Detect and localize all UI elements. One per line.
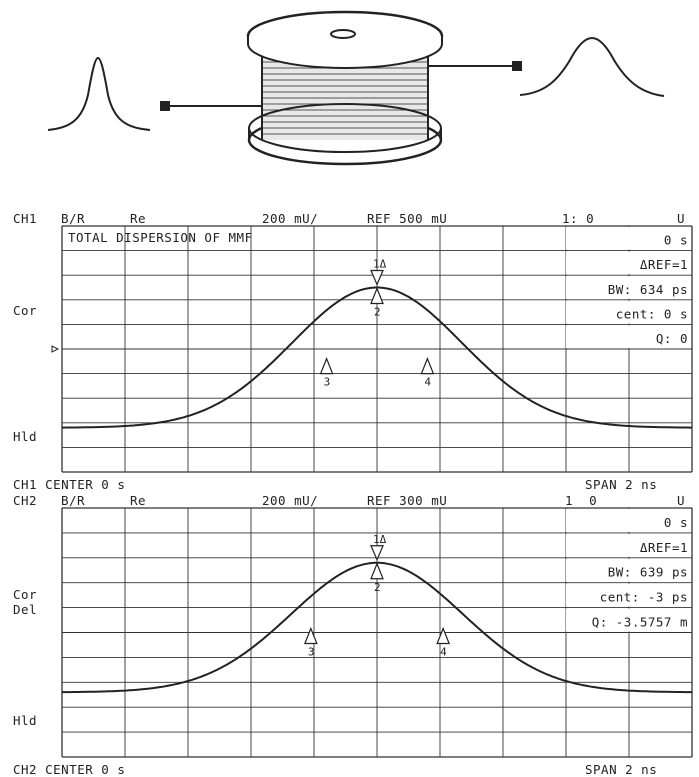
- ch1-header-format: Re: [130, 211, 147, 226]
- input-pulse-icon: [47, 56, 151, 131]
- ch2-side-label-hld: Hld: [13, 713, 38, 728]
- ch2-readout-bg: [566, 558, 691, 582]
- ch1-data-curve: [62, 286, 692, 429]
- ch1-readout-text: 0 s: [664, 233, 688, 248]
- ch1-chart-title: TOTAL DISPERSION OF MMF: [68, 230, 253, 245]
- ch1-marker-2-label: 2: [374, 306, 381, 319]
- ch2-header-scale: 200 mU/: [262, 493, 319, 508]
- ch2-readout-bg: [566, 583, 691, 607]
- ch1-header-scale: 200 mU/: [262, 211, 319, 226]
- ch2-marker-3-triangle: [303, 626, 318, 645]
- ch2-readout-bg: [566, 533, 691, 557]
- ch2-marker-2-label: 2: [374, 581, 381, 594]
- ch1-header-measurement: B/R: [61, 211, 86, 226]
- ch1-readout-text: BW: 634 ps: [608, 282, 688, 297]
- ch1-readout-bg: [566, 325, 691, 348]
- ch2-marker-4-label: 4: [440, 646, 447, 659]
- ch2-readout-bg: [566, 509, 691, 532]
- ch2-side-label-cor: Cor: [13, 587, 38, 602]
- ch1-reference-pointer-icon: [51, 345, 60, 353]
- spool-icon: [246, 10, 444, 166]
- ch1-marker-3-triangle: [319, 356, 334, 375]
- ch1-readout-text: cent: 0 s: [616, 306, 688, 321]
- ch1-side-label-cor: Cor: [13, 303, 38, 318]
- ch1-marker-4-label: 4: [424, 376, 431, 389]
- ch2-marker-3-label: 3: [308, 646, 315, 659]
- ch1-readout-bg: [566, 227, 691, 250]
- ch2-data-curve: [62, 561, 692, 694]
- ch1-readout-bg: [566, 300, 691, 324]
- ch2-header-unit: U: [677, 493, 686, 508]
- ch1-header-unit: U: [677, 211, 686, 226]
- ch2-readout-text: Q: -3.5757 m: [592, 615, 688, 630]
- ch2-header-marker: 1 0: [565, 493, 598, 508]
- ch1-header-reference: REF 500 mU: [367, 211, 448, 226]
- ch2-readout-text: cent: -3 ps: [600, 590, 688, 605]
- ch1-marker-3-label: 3: [324, 376, 331, 389]
- ch1-readout-text: ΔREF=1: [640, 257, 688, 272]
- output-connector-icon: [512, 61, 522, 71]
- input-connector-icon: [160, 101, 170, 111]
- ch2-header-measurement: B/R: [61, 493, 86, 508]
- ch1-header-channel: CH1: [13, 211, 38, 226]
- ch2-readout-text: ΔREF=1: [640, 540, 688, 555]
- ch1-marker-1-label: 1Δ: [373, 258, 387, 271]
- ch1-readout-text: Q: 0: [656, 331, 688, 346]
- ch1-readout-bg: [566, 251, 691, 275]
- ch2-readout-bg: [566, 608, 691, 632]
- ch2-header-reference: REF 300 mU: [367, 493, 448, 508]
- ch1-footer-span: SPAN 2 ns: [585, 477, 658, 492]
- ch2-marker-4-triangle: [436, 626, 451, 645]
- output-pulse-icon: [519, 36, 665, 97]
- ch2-marker-2-triangle: [370, 562, 384, 580]
- ch2-marker-1-triangle: [370, 545, 384, 562]
- ch2-marker-1-label: 1Δ: [373, 533, 387, 546]
- ch2-readout-text: 0 s: [664, 515, 688, 530]
- ch1-side-label-hld: Hld: [13, 429, 38, 444]
- ch2-footer-center: CH2 CENTER 0 s: [13, 762, 126, 777]
- ch1-header-marker: 1: 0: [562, 211, 595, 226]
- fiber-spool-illustration: [47, 10, 665, 166]
- ch1-marker-1-triangle: [370, 269, 384, 287]
- ch2-readout-text: BW: 639 ps: [608, 565, 688, 580]
- ch1-readout-bg: [566, 276, 691, 299]
- ch1-marker-4-triangle: [420, 356, 435, 375]
- ch2-footer-span: SPAN 2 ns: [585, 762, 658, 777]
- ch1-footer-center: CH1 CENTER 0 s: [13, 477, 126, 492]
- ch2-header-format: Re: [130, 493, 147, 508]
- ch2-header-channel: CH2: [13, 493, 38, 508]
- ch1-marker-2-triangle: [370, 286, 384, 305]
- ch2-side-label-del: Del: [13, 602, 38, 617]
